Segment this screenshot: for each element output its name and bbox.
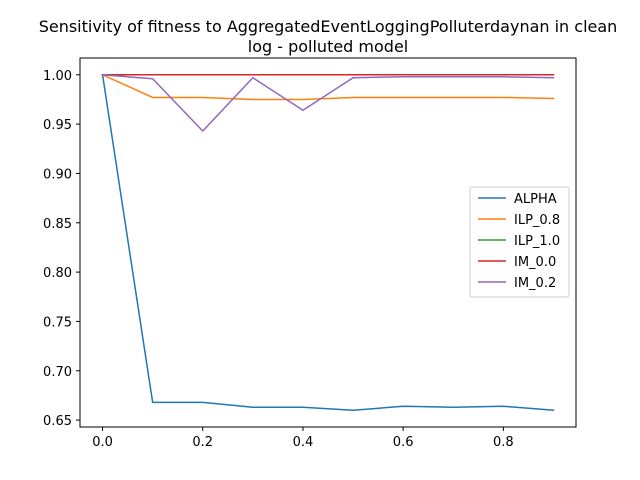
series-line-alpha [101, 73, 555, 412]
x-tick-label: 0.4 [293, 435, 314, 450]
plot-frame [79, 57, 577, 428]
y-tick-label: 0.70 [43, 365, 72, 380]
series-line-ilp-0-8 [101, 73, 555, 101]
legend-label: ILP_1.0 [514, 234, 560, 249]
y-tick-label: 0.85 [43, 217, 72, 232]
y-tick-label: 0.80 [43, 266, 72, 281]
y-tick-label: 0.90 [43, 167, 72, 182]
y-tick-label: 1.00 [43, 69, 72, 84]
plot-area: 0.0 0.2 0.4 0.6 0.8 0.65 0.70 0.75 0.80 0.85 0.90 0… [43, 69, 555, 450]
legend-label: IM_0.2 [514, 276, 556, 291]
y-tick-label: 0.95 [43, 118, 72, 133]
legend-box [469, 186, 570, 298]
legend-label: ILP_0.8 [514, 213, 560, 228]
x-tick-label: 0.2 [192, 435, 213, 450]
chart-title-line-2: log - polluted model [248, 37, 409, 56]
y-tick-label: 0.75 [43, 315, 72, 330]
x-tick-label: 0.8 [493, 435, 514, 450]
legend-label: ALPHA [514, 192, 557, 207]
x-tick-label: 0.6 [393, 435, 414, 450]
legend-label: IM_0.0 [514, 255, 556, 270]
legend: ALPHA ILP_0.8 ILP_1.0 IM_0.0 IM_0.2 [469, 186, 570, 298]
chart-title-line-1: Sensitivity of fitness to AggregatedEven… [39, 17, 618, 36]
series-line-im-0-2 [101, 73, 555, 132]
x-tick-label: 0.0 [92, 435, 113, 450]
y-tick-label: 0.65 [43, 414, 72, 429]
